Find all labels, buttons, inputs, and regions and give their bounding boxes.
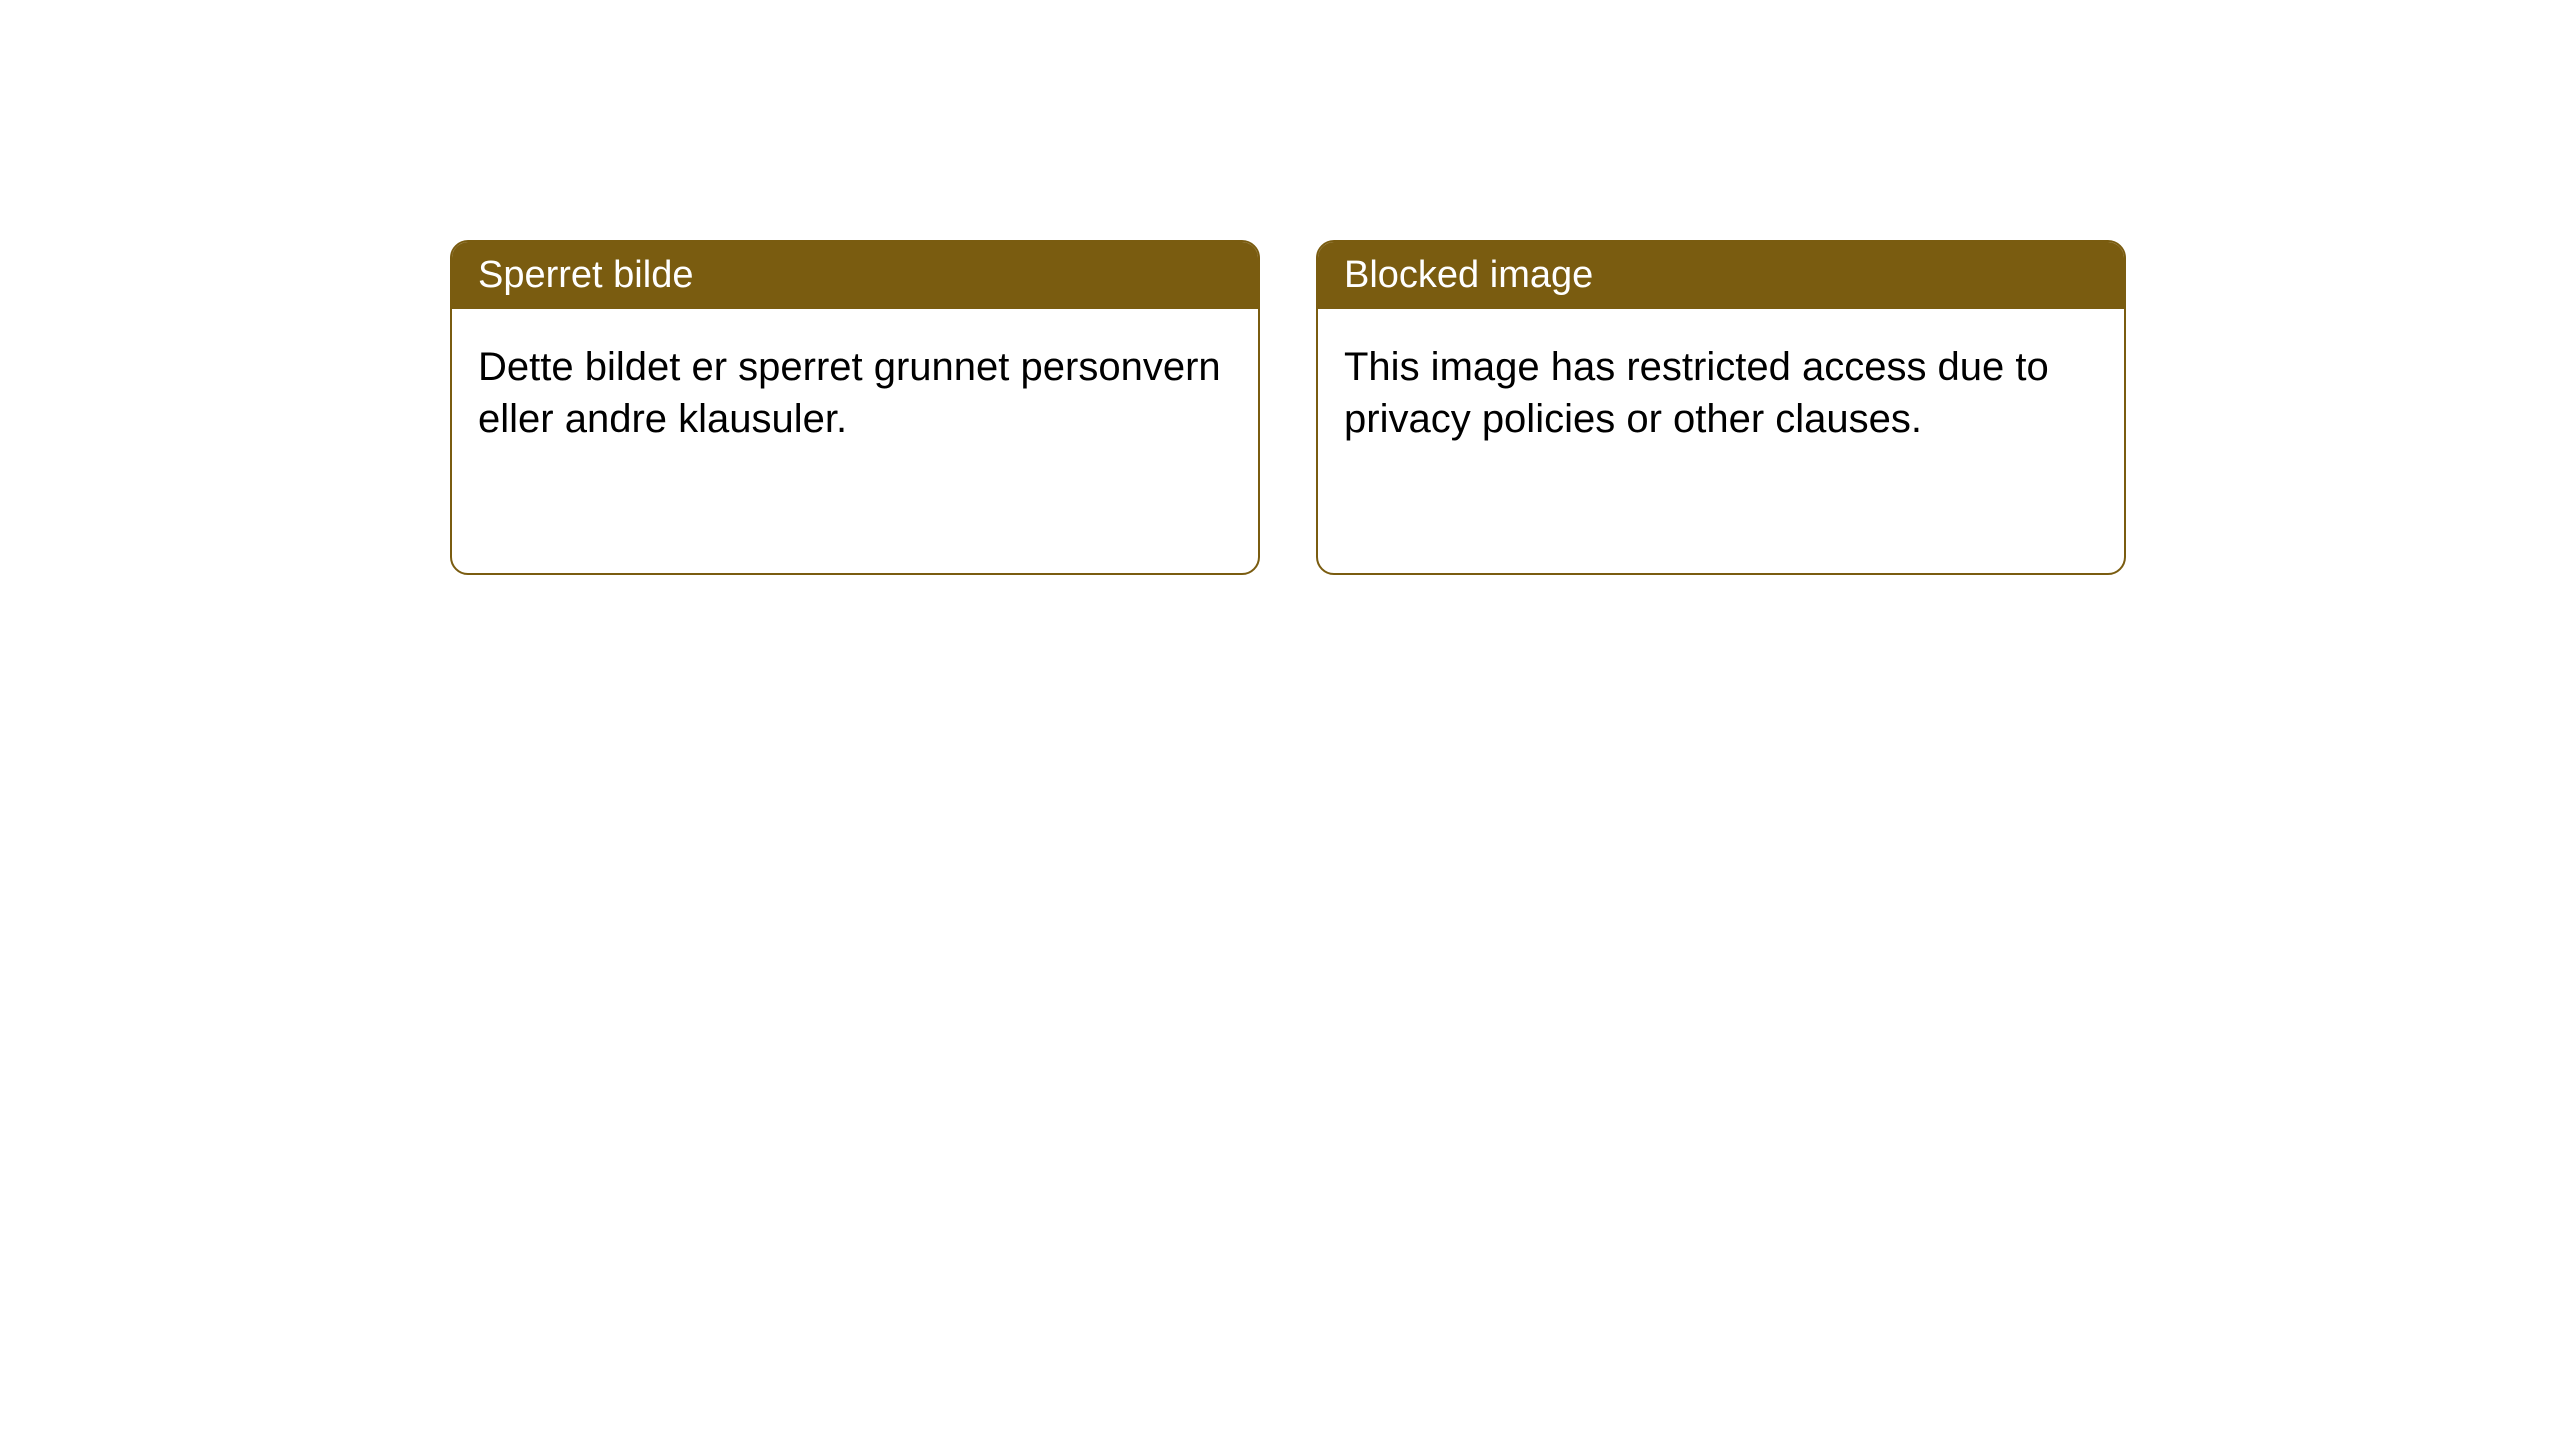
blocked-image-card-en: Blocked image This image has restricted … xyxy=(1316,240,2126,575)
card-header-no: Sperret bilde xyxy=(452,242,1258,309)
card-body-en: This image has restricted access due to … xyxy=(1318,309,2124,477)
card-title-no: Sperret bilde xyxy=(478,254,693,296)
card-body-no: Dette bildet er sperret grunnet personve… xyxy=(452,309,1258,477)
card-text-en: This image has restricted access due to … xyxy=(1344,345,2049,441)
cards-container: Sperret bilde Dette bildet er sperret gr… xyxy=(0,0,2560,575)
blocked-image-card-no: Sperret bilde Dette bildet er sperret gr… xyxy=(450,240,1260,575)
card-title-en: Blocked image xyxy=(1344,254,1593,296)
card-header-en: Blocked image xyxy=(1318,242,2124,309)
card-text-no: Dette bildet er sperret grunnet personve… xyxy=(478,345,1221,441)
